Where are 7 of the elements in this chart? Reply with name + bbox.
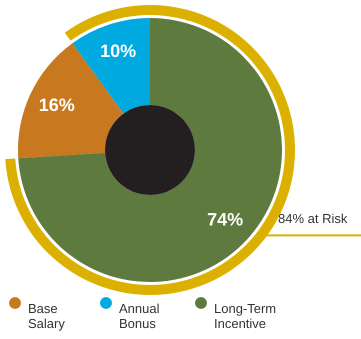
legend-label: Annual Bonus [119, 301, 160, 331]
legend-label: Base Salary [28, 301, 66, 331]
data-label: 10% [100, 41, 136, 62]
data-label: 74% [207, 210, 244, 230]
text: 84% at Risk [278, 211, 348, 226]
legend-label: Long-Term Incentive [214, 301, 276, 331]
data-label: 16% [38, 95, 75, 116]
